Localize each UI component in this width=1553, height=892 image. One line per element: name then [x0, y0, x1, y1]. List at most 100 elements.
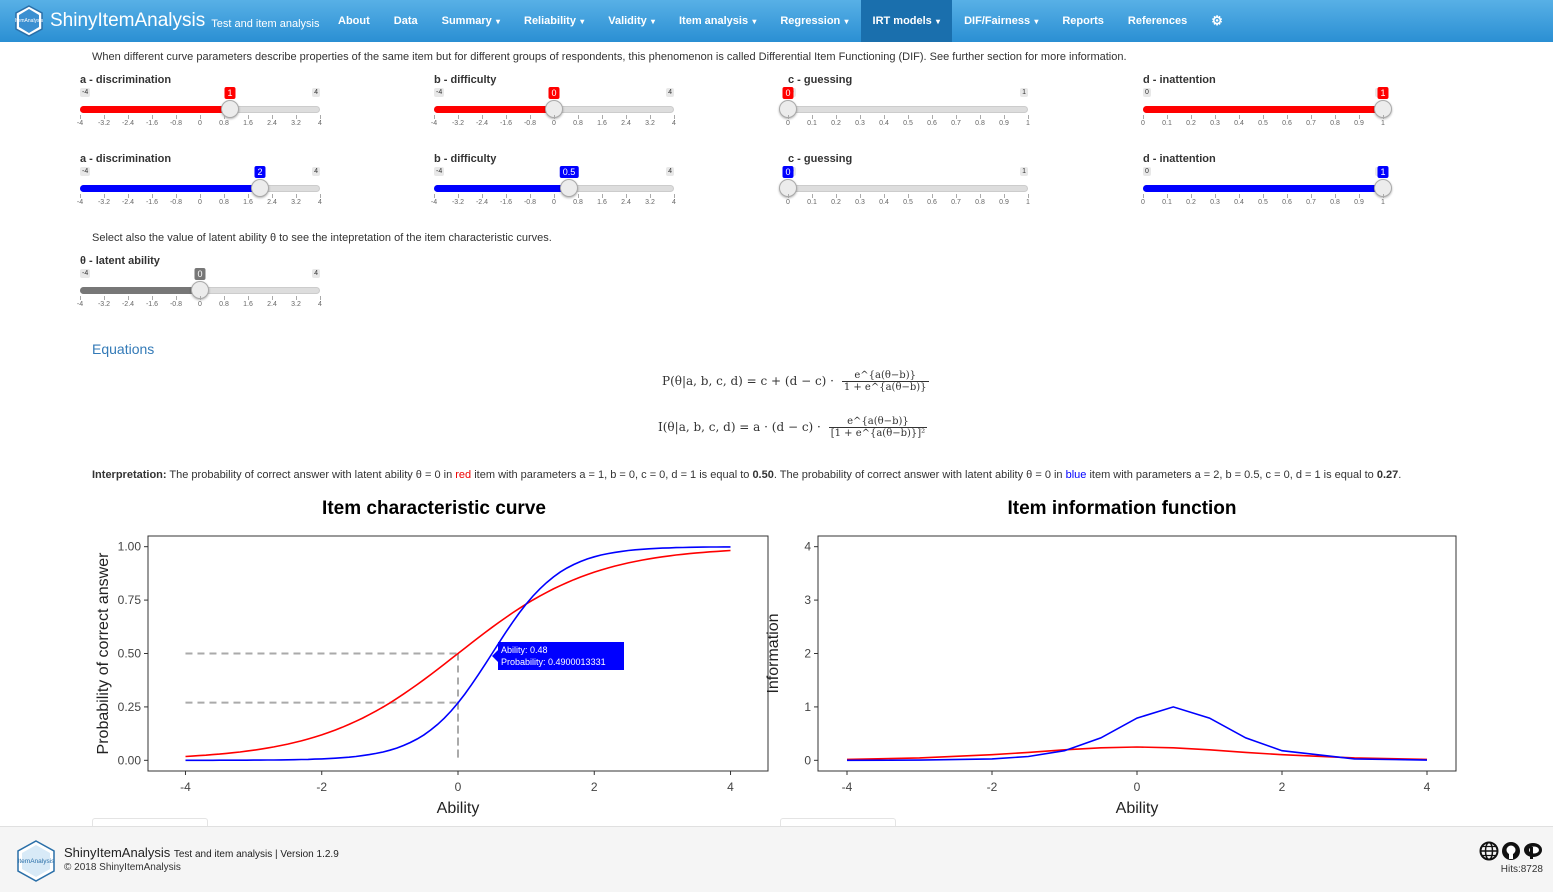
slider-blue-a[interactable]: a - discrimination -4 4 2 -4 -3.2 -2.4 -1.6 -0.8…	[77, 153, 330, 221]
slider-min-label: -4	[80, 88, 91, 97]
slider-tick-mark	[296, 115, 297, 119]
github-icon[interactable]	[1501, 841, 1521, 861]
slider-tick-label: 0.8	[975, 120, 985, 127]
nav-data[interactable]: Data	[393, 15, 418, 27]
slider-red-d[interactable]: d - inattention 0 1 1 0 0.1 0.2 0.3 0.4 0.5 0.6 0.7…	[1141, 74, 1393, 142]
slider-tick-label: 0.7	[951, 120, 961, 127]
slider-tick-mark	[860, 115, 861, 119]
slider-min-label: 0	[1143, 88, 1151, 97]
slider-max-label: 4	[312, 88, 320, 97]
slider-tick-label: 0.1	[807, 120, 817, 127]
slider-tick-label: 0.9	[1354, 199, 1364, 206]
slider-tick-label: -0.8	[169, 199, 183, 206]
slider-tick-mark	[932, 194, 933, 198]
slider-tick-mark	[626, 194, 627, 198]
slider-red-b[interactable]: b - difficulty -4 4 0 -4 -3.2 -2.4 -1.6 -0.8 0 0.8…	[430, 74, 684, 142]
slider-blue-b[interactable]: b - difficulty -4 4 0.5 -4 -3.2 -2.4 -1.6 -0.8 0 0…	[431, 153, 684, 221]
nav-about[interactable]: About	[338, 15, 370, 27]
nav-regression[interactable]: Regression ▾	[780, 15, 849, 27]
slider-tick-mark	[1191, 115, 1192, 119]
slider-handle[interactable]	[221, 100, 239, 118]
y-tick-label: 3	[804, 593, 811, 607]
nav-validity[interactable]: Validity ▾	[608, 15, 655, 27]
download-tab-stub[interactable]	[780, 818, 896, 826]
slider-tick-label: -2.4	[121, 199, 135, 206]
slider-handle[interactable]	[251, 179, 269, 197]
slider-value-badge: 0	[548, 87, 560, 99]
footer-app-name: ShinyItemAnalysis Test and item analysis…	[64, 845, 339, 860]
slider-tick-label: -3.2	[97, 199, 111, 206]
y-tick-label: 2	[804, 647, 811, 661]
caret-down-icon: ▾	[750, 17, 757, 26]
slider-label: b - difficulty	[434, 74, 497, 86]
caret-down-icon: ▾	[933, 17, 941, 26]
slider-theta[interactable]: θ - latent ability -4 4 0 -4 -3.2 -2.4 -1.6 -0.8…	[77, 255, 330, 323]
r-cran-icon[interactable]	[1523, 841, 1543, 861]
download-tab-stub[interactable]	[92, 818, 208, 826]
y-tick-label: 0.25	[118, 700, 142, 714]
y-tick-label: 0.00	[118, 753, 142, 767]
settings-gear-icon[interactable]: ⚙	[1211, 13, 1223, 28]
series-line-red	[846, 746, 1428, 761]
nav-references[interactable]: References	[1127, 15, 1188, 27]
slider-tick-label: 0.1	[807, 199, 817, 206]
slider-tick-mark	[1287, 194, 1288, 198]
slider-tick-mark	[1028, 194, 1029, 198]
nav-dif-fairness[interactable]: DIF/Fairness ▾	[964, 15, 1039, 27]
slider-tick-mark	[224, 194, 225, 198]
slider-label: b - difficulty	[434, 153, 497, 165]
slider-tick-label: 1	[1381, 199, 1385, 206]
slider-tick-label: -3.2	[97, 301, 111, 308]
slider-tick-label: 0.8	[573, 199, 583, 206]
slider-value-badge: 2	[254, 166, 266, 178]
plot-panel	[147, 535, 769, 772]
slider-handle[interactable]	[560, 179, 578, 197]
slider-fill	[434, 106, 554, 113]
slider-tick-label: 4	[318, 301, 322, 308]
slider-tick-mark	[104, 194, 105, 198]
slider-track[interactable]	[788, 185, 1028, 192]
slider-tick-label: 0.6	[1282, 199, 1292, 206]
nav-reports[interactable]: Reports	[1062, 15, 1104, 27]
x-axis-label: Ability	[1116, 800, 1159, 817]
slider-tick-label: -1.6	[499, 120, 513, 127]
slider-tick-mark	[626, 115, 627, 119]
slider-max-label: 1	[1020, 167, 1028, 176]
globe-icon[interactable]	[1479, 841, 1499, 861]
slider-tick-label: 0.3	[1210, 199, 1220, 206]
slider-tick-label: 0.8	[975, 199, 985, 206]
slider-tick-label: -3.2	[451, 120, 465, 127]
slider-tick-label: 1.6	[243, 120, 253, 127]
nav-reliability[interactable]: Reliability ▾	[524, 15, 585, 27]
slider-tick-mark	[1263, 115, 1264, 119]
slider-tick-label: 0	[1141, 120, 1145, 127]
slider-label: c - guessing	[788, 74, 853, 86]
slider-tick-mark	[128, 115, 129, 119]
slider-track[interactable]	[788, 106, 1028, 113]
nav-irt-models[interactable]: IRT models ▾	[860, 0, 953, 42]
slider-fill	[1143, 106, 1383, 113]
equations-title[interactable]: Equations	[92, 341, 155, 357]
slider-tick-label: 0.7	[951, 199, 961, 206]
slider-tick-label: 0.7	[1306, 199, 1316, 206]
slider-tick-label: -2.4	[475, 199, 489, 206]
tooltip-ability: Ability: 0.48	[501, 645, 548, 655]
brand[interactable]: ItemAnalysis ShinyItemAnalysis Test and …	[0, 0, 319, 42]
slider-tick-mark	[1215, 115, 1216, 119]
slider-red-a[interactable]: a - discrimination -4 4 1 -4 -3.2 -2.4 -1.6 -0.8…	[77, 74, 330, 142]
slider-tick-label: 4	[672, 120, 676, 127]
slider-tick-mark	[650, 194, 651, 198]
slider-tick-mark	[248, 194, 249, 198]
slider-tick-label: -4	[430, 120, 438, 127]
nav-summary[interactable]: Summary ▾	[441, 15, 500, 27]
plot-panel	[817, 535, 1457, 772]
slider-blue-d[interactable]: d - inattention 0 1 1 0 0.1 0.2 0.3 0.4 0.5 0.6 0.7…	[1141, 153, 1393, 221]
slider-tick-label: 0.4	[879, 120, 889, 127]
slider-tick-label: -1.6	[145, 199, 159, 206]
slider-tick-label: 0.8	[573, 120, 583, 127]
y-axis-label: Information	[765, 613, 782, 693]
slider-red-c[interactable]: c - guessing01000.10.20.30.40.50.60.70.8…	[779, 74, 1038, 142]
slider-blue-c[interactable]: c - guessing01000.10.20.30.40.50.60.70.8…	[779, 153, 1038, 221]
slider-tick-mark	[506, 194, 507, 198]
nav-item-analysis[interactable]: Item analysis ▾	[679, 15, 757, 27]
